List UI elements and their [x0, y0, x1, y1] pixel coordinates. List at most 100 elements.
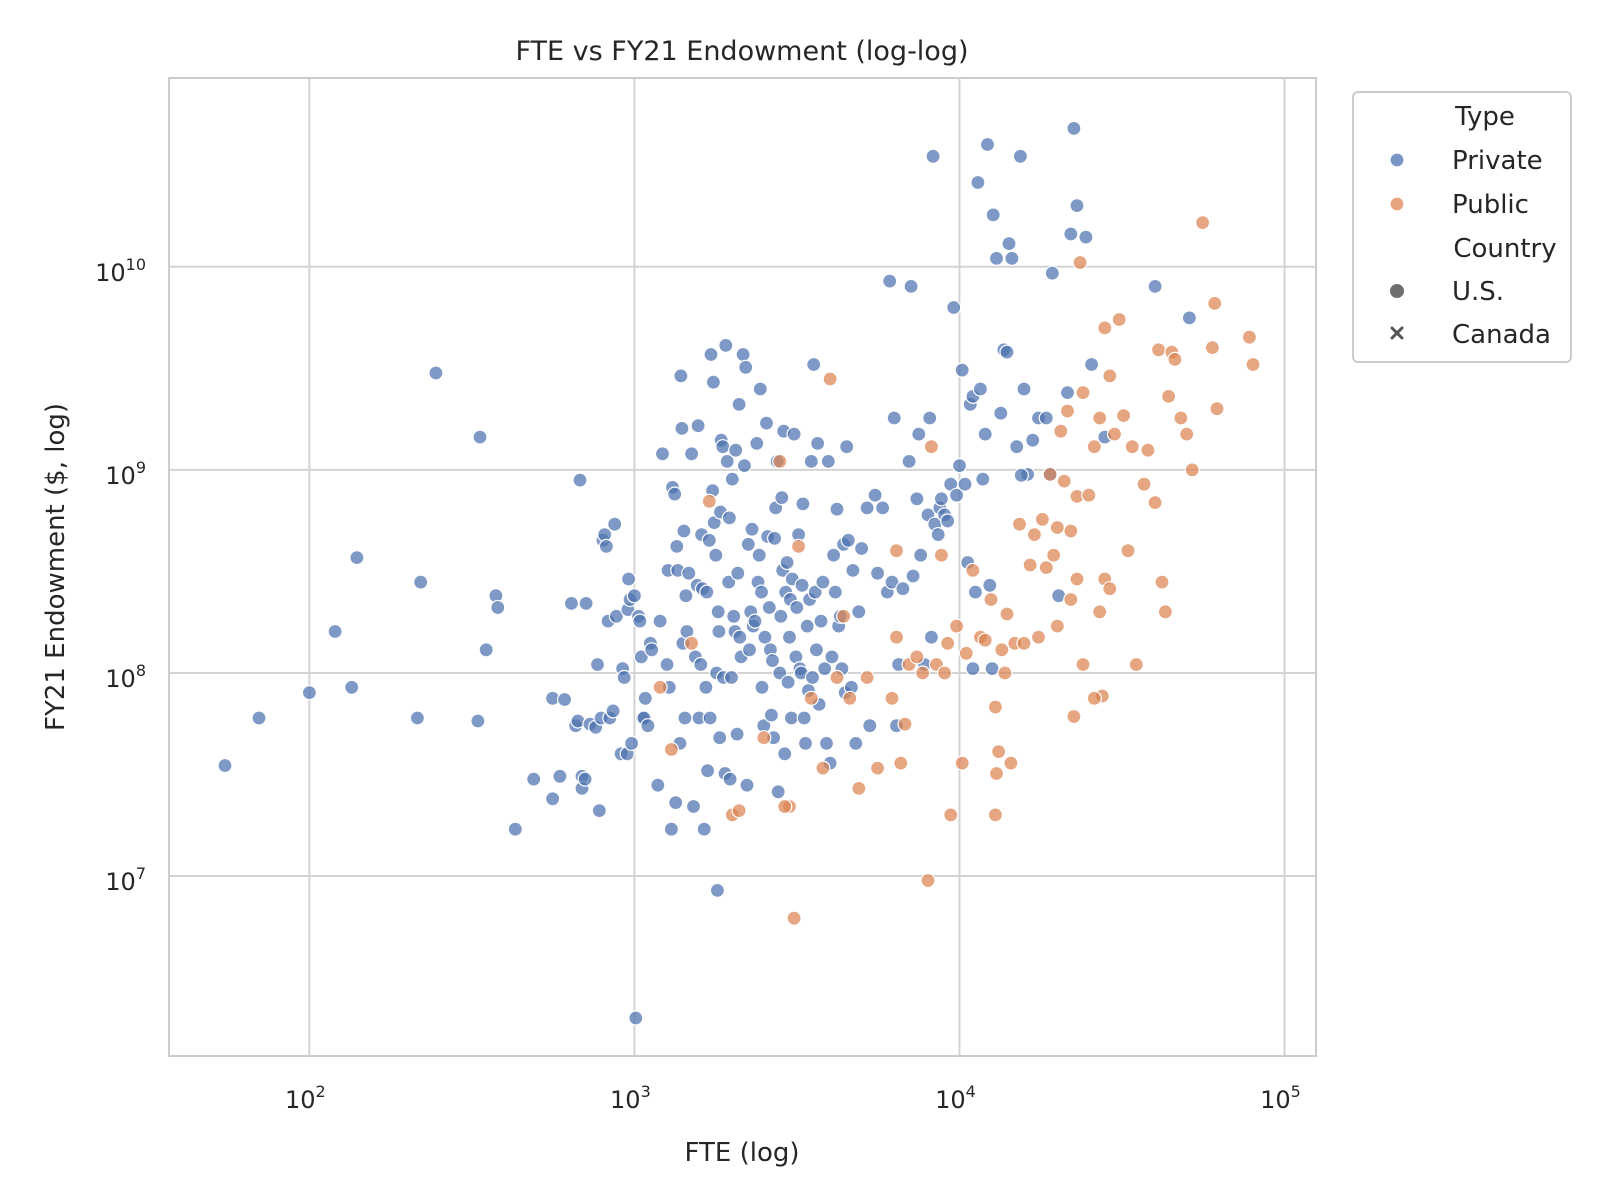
data-point-public	[936, 665, 953, 681]
data-point-private	[719, 453, 735, 469]
data-point-private	[722, 771, 738, 787]
data-point-private	[817, 660, 833, 677]
data-point-public	[888, 629, 905, 645]
data-point-private	[650, 777, 666, 793]
data-point-private	[984, 660, 1000, 677]
data-point-public	[1179, 426, 1195, 442]
legend-us-label: U.S.	[1452, 277, 1504, 307]
data-point-private	[738, 359, 754, 375]
data-point-public	[1245, 356, 1261, 373]
x-tick-label: 102	[285, 1082, 326, 1114]
data-point-private	[729, 726, 745, 742]
data-point-public	[1059, 403, 1076, 419]
data-point-private	[827, 584, 843, 600]
data-point-private	[813, 613, 829, 629]
data-point-private	[698, 679, 714, 695]
data-point-private	[701, 532, 717, 548]
data-point-public	[1173, 410, 1189, 426]
data-point-public	[943, 807, 959, 823]
y-axis-label: FY21 Endowment ($, log)	[41, 403, 71, 731]
series-private	[217, 120, 1198, 1026]
data-point-private	[544, 791, 561, 807]
data-point-private	[699, 584, 715, 600]
data-point-private	[840, 532, 856, 548]
data-point-private	[578, 595, 594, 612]
data-point-private	[327, 623, 343, 640]
data-point-private	[763, 707, 780, 723]
data-point-private	[349, 549, 365, 566]
data-point-public	[1150, 342, 1167, 358]
data-point-private	[409, 710, 425, 726]
data-point-private	[678, 588, 694, 604]
data-point-private	[923, 629, 940, 645]
data-point-public	[1038, 559, 1054, 576]
data-point-public	[1081, 487, 1097, 503]
data-point-public	[1102, 581, 1118, 597]
data-point-public	[859, 669, 875, 686]
legend: Type Private Public Country U.S. Canada	[1352, 91, 1572, 363]
data-point-private	[972, 381, 989, 397]
data-point-private	[677, 710, 693, 726]
y-tick-labels: 107 108 109 1010	[95, 255, 146, 896]
data-point-public	[1154, 574, 1170, 590]
data-point-private	[526, 771, 542, 787]
data-point-public	[987, 699, 1004, 715]
data-point-public	[1086, 439, 1102, 455]
data-point-public	[977, 632, 993, 648]
data-point-public	[1049, 618, 1065, 634]
data-point-private	[710, 604, 726, 620]
data-point-private	[1016, 381, 1032, 397]
data-point-public	[994, 642, 1010, 658]
data-point-private	[845, 562, 861, 579]
data-point-private	[478, 642, 494, 658]
data-point-private	[820, 453, 836, 469]
data-point-private	[732, 629, 748, 645]
data-point-public	[803, 690, 819, 706]
data-point-private	[577, 771, 593, 787]
data-point-private	[735, 346, 751, 363]
data-point-private	[428, 365, 444, 381]
data-point-private	[957, 476, 973, 492]
data-point-private	[591, 802, 607, 819]
data-point-private	[754, 679, 770, 695]
data-point-private	[930, 526, 946, 543]
data-point-private	[1038, 410, 1054, 426]
data-point-private	[301, 684, 317, 701]
data-point-public	[1022, 557, 1038, 573]
data-point-public	[652, 679, 668, 695]
data-point-public	[1120, 543, 1136, 559]
data-point-public	[1063, 591, 1079, 608]
y-tick-label: 108	[105, 661, 146, 693]
data-point-private	[948, 487, 965, 503]
data-point-private	[781, 629, 798, 645]
data-point-private	[598, 538, 615, 555]
data-point-private	[413, 574, 429, 590]
data-point-private	[693, 656, 709, 673]
data-point-private	[696, 821, 712, 837]
data-point-private	[773, 608, 789, 624]
data-point-private	[751, 547, 767, 563]
data-point-public	[1056, 473, 1072, 489]
data-point-private	[985, 207, 1001, 223]
data-point-private	[970, 174, 986, 191]
legend-hue-title: Type	[1454, 102, 1515, 132]
data-point-private	[663, 821, 680, 837]
legend-us-marker	[1390, 284, 1404, 298]
data-point-private	[633, 649, 649, 665]
data-point-public	[1003, 755, 1019, 771]
data-point-private	[789, 599, 805, 616]
data-point-public	[842, 690, 858, 706]
data-point-public	[1075, 385, 1091, 401]
data-point-public	[1160, 388, 1177, 404]
data-point-private	[853, 540, 870, 557]
data-point-public	[920, 872, 936, 889]
data-point-private	[1069, 198, 1085, 214]
data-point-private	[818, 735, 835, 752]
data-point-private	[709, 882, 726, 899]
legend-private-label: Private	[1452, 146, 1543, 176]
data-point-private	[690, 418, 706, 434]
data-point-private	[796, 710, 812, 726]
data-point-private	[637, 690, 653, 706]
y-tick-label: 109	[105, 458, 146, 490]
data-point-public	[1011, 516, 1028, 532]
